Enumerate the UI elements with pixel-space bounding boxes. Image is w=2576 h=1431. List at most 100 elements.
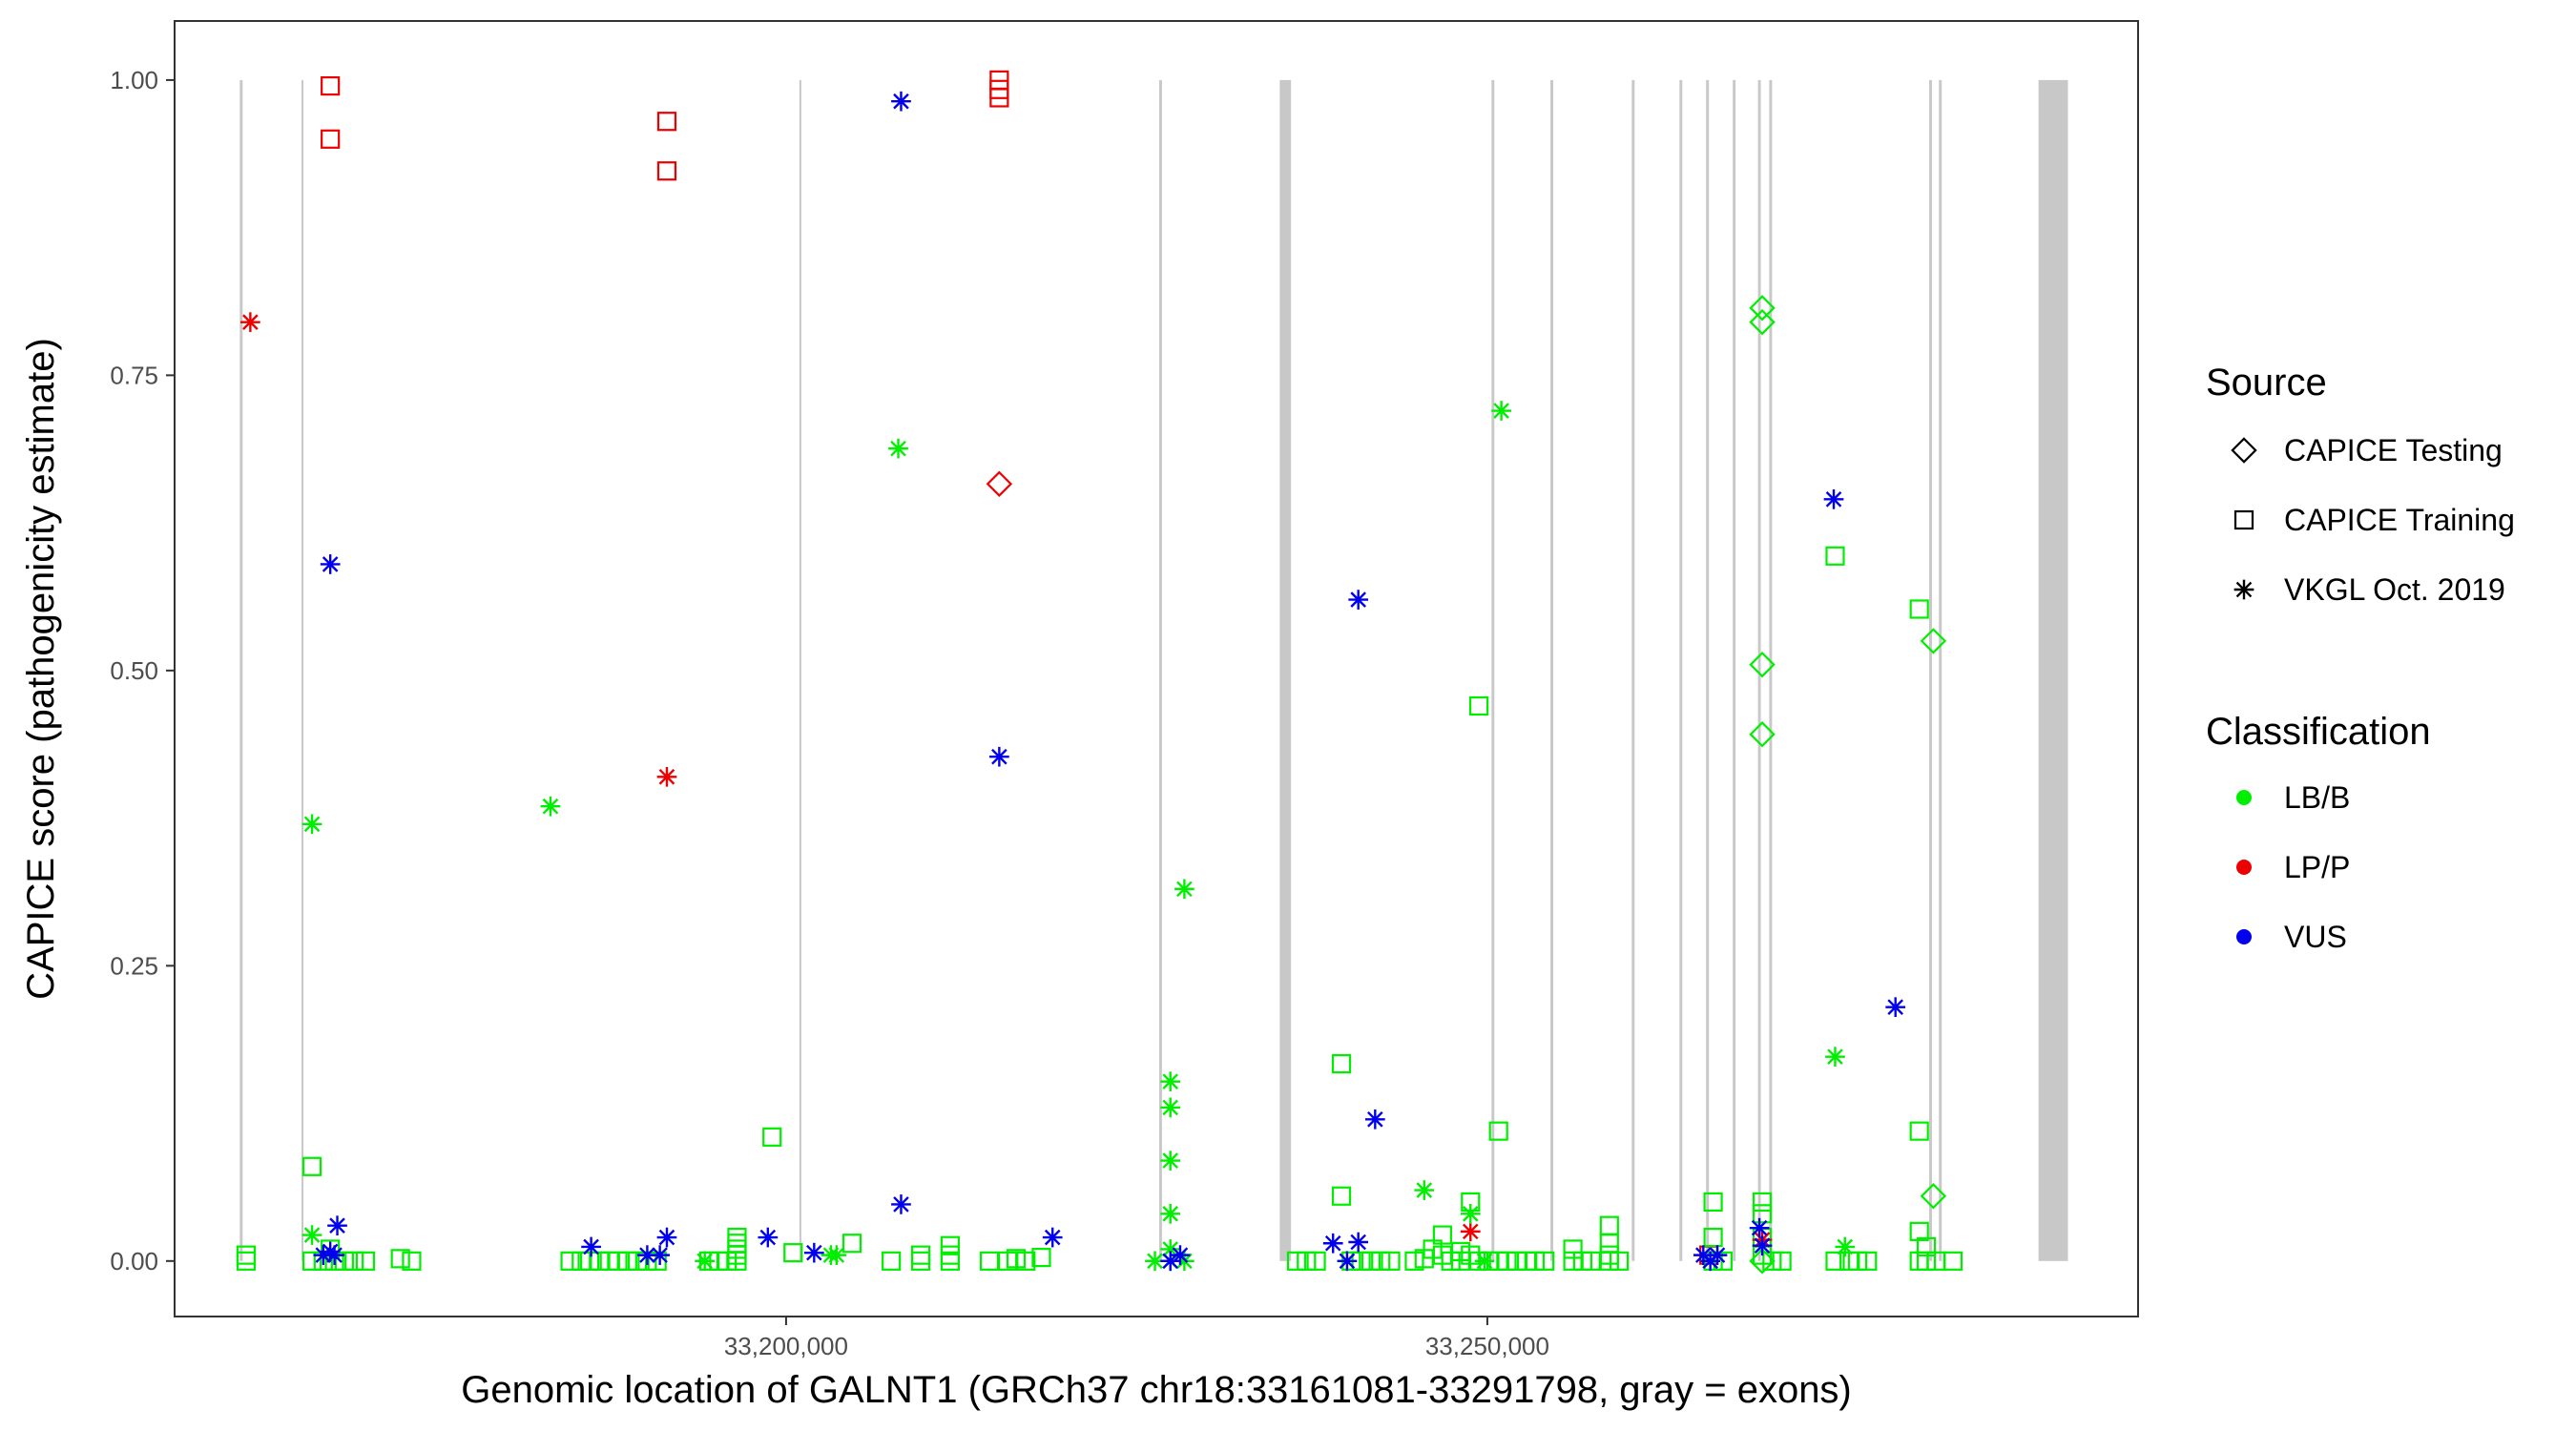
data-point <box>1297 1251 1317 1271</box>
data-point <box>1337 1251 1358 1272</box>
data-point <box>1749 295 1776 321</box>
data-point <box>1909 599 1929 619</box>
exon-band <box>1769 79 1773 1261</box>
data-point <box>1432 1225 1452 1245</box>
data-point <box>1450 1241 1471 1262</box>
data-point <box>301 1156 322 1176</box>
data-point <box>940 1235 961 1255</box>
y-tick-label: 0.75 <box>110 361 158 389</box>
data-point <box>803 1242 824 1263</box>
data-point <box>758 1227 779 1248</box>
data-point <box>1703 1192 1723 1213</box>
data-point <box>1423 1239 1443 1259</box>
data-point <box>1381 1251 1401 1271</box>
legend-classification-title: Classification <box>2206 711 2431 753</box>
data-point <box>1348 590 1369 610</box>
exon-band <box>1158 79 1162 1261</box>
data-point <box>1331 1186 1352 1206</box>
exon-band <box>2038 79 2068 1261</box>
data-point <box>1847 1251 1868 1271</box>
data-point <box>301 1251 322 1271</box>
y-axis: 0.00 0.25 0.50 0.75 1.00 <box>110 66 175 1275</box>
exon-band <box>1733 79 1736 1261</box>
data-point <box>390 1249 410 1269</box>
y-tick-label: 1.00 <box>110 66 158 94</box>
plot-panel-border <box>174 20 2139 1317</box>
data-point <box>1885 997 1906 1018</box>
data-point <box>1031 1248 1051 1268</box>
data-point <box>1160 1203 1181 1224</box>
data-point <box>324 1245 344 1265</box>
data-point <box>1160 1071 1181 1092</box>
data-point <box>1468 695 1489 716</box>
data-point <box>1322 1233 1343 1254</box>
data-point <box>627 1251 648 1271</box>
data-point <box>1488 1121 1508 1141</box>
data-point <box>327 1215 347 1236</box>
exon-band <box>1491 79 1495 1261</box>
data-point <box>1707 1245 1728 1265</box>
data-point <box>1474 1251 1495 1272</box>
legend-class-label: LP/P <box>2284 850 2350 884</box>
data-point <box>301 1225 322 1245</box>
data-point <box>540 796 561 817</box>
legend-class-key <box>2236 790 2252 805</box>
data-point <box>1404 1251 1424 1271</box>
data-point <box>608 1251 628 1271</box>
data-point <box>344 1251 364 1271</box>
data-point <box>882 1251 902 1271</box>
data-point <box>989 88 1009 108</box>
exon-band <box>1550 79 1554 1261</box>
data-point <box>656 112 677 132</box>
data-point <box>1331 1053 1352 1074</box>
data-point <box>1749 308 1776 336</box>
exon-band <box>1928 79 1932 1261</box>
legend-source-label: CAPICE Testing <box>2284 433 2503 467</box>
data-point <box>320 554 341 574</box>
data-point <box>888 438 908 459</box>
y-tick-label: 0.50 <box>110 656 158 685</box>
data-point <box>1752 1235 1773 1256</box>
data-point <box>826 1245 847 1265</box>
data-point <box>1460 1203 1481 1224</box>
data-point <box>1364 1109 1385 1130</box>
exon-bands <box>239 79 2068 1261</box>
data-point <box>1160 1239 1181 1259</box>
data-point <box>1762 1251 1782 1271</box>
data-point <box>1525 1251 1546 1271</box>
data-point <box>1460 1221 1481 1242</box>
data-point <box>1563 1251 1583 1271</box>
data-point <box>841 1234 862 1254</box>
data-point <box>1823 489 1844 509</box>
data-point <box>1286 1251 1307 1271</box>
data-point <box>1016 1251 1036 1271</box>
data-point <box>1825 546 1845 566</box>
y-tick-label: 0.00 <box>110 1247 158 1275</box>
data-point <box>1497 1251 1517 1271</box>
data-point <box>783 1243 803 1263</box>
legend-source-label: CAPICE Training <box>2284 503 2515 537</box>
data-point <box>1563 1239 1583 1259</box>
legend-source-title: Source <box>2206 362 2327 404</box>
exon-band <box>239 79 243 1261</box>
data-point <box>910 1251 931 1271</box>
x-axis: 33,200,000 33,250,000 <box>724 1317 1549 1360</box>
exon-band <box>301 79 304 1261</box>
legend-class-label: LB/B <box>2284 780 2350 815</box>
data-point <box>560 1251 580 1271</box>
data-point <box>717 1251 737 1271</box>
data-point <box>989 746 1009 767</box>
data-point <box>321 75 341 96</box>
data-point <box>1835 1236 1856 1257</box>
data-point <box>1752 1204 1773 1224</box>
data-point <box>1306 1251 1326 1271</box>
data-point <box>1371 1251 1391 1271</box>
data-point <box>1909 1221 1929 1241</box>
data-point <box>650 1245 670 1265</box>
data-point <box>1909 1121 1929 1141</box>
legend-source-label: VKGL Oct. 2019 <box>2284 572 2505 607</box>
data-point <box>1825 1047 1845 1068</box>
data-point <box>1749 720 1776 748</box>
data-point <box>1749 1248 1776 1275</box>
